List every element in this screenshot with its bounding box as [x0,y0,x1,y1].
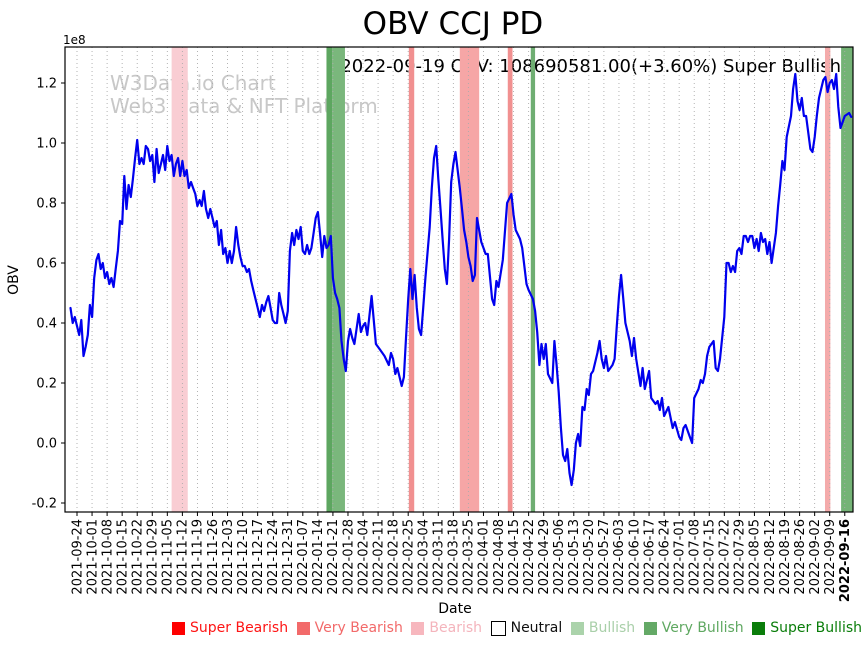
x-tick-label: 2022-05-06 [552,519,567,595]
legend-item-neutral: Neutral [490,620,563,636]
x-tick-label: 2022-05-20 [582,519,597,595]
signal-band-very-bearish [459,47,480,512]
x-tick-label: 2022-03-04 [417,519,432,595]
legend-label: Super Bearish [190,620,289,636]
signal-band-bearish [171,47,188,512]
x-tick-label: 2022-06-03 [612,519,627,595]
legend-item-bearish: Bearish [411,620,482,636]
y-tick-label: 1.0 [36,136,57,151]
legend-swatch-icon [643,621,657,635]
y-tick-label: 1.2 [36,76,57,91]
x-tick-label: 2022-08-12 [763,519,778,595]
y-tick-label: 0.4 [36,316,57,331]
x-tick-label: 2022-09-02 [808,519,823,595]
y-tick-label: 0.8 [36,196,57,211]
x-tick-label: 2021-10-22 [131,519,146,595]
x-tick-label: 2022-01-14 [311,519,326,595]
x-tick-label: 2022-05-27 [597,519,612,595]
legend-label: Very Bullish [661,620,744,636]
legend-label: Bearish [429,620,483,636]
y-axis-offset-text: 1e8 [63,33,86,47]
x-tick-label: 2022-06-24 [657,519,672,595]
x-tick-label: 2021-12-17 [251,519,266,595]
x-tick-label: 2021-10-29 [146,519,161,595]
signal-band-very-bullish [326,47,333,512]
x-tick-label: 2021-12-03 [221,519,236,595]
x-tick-label: 2022-02-04 [356,519,371,595]
x-tick-label: 2022-05-13 [567,519,582,595]
legend-swatch-icon [411,621,425,635]
x-tick-label: 2022-09-16 [838,519,853,602]
x-tick-label: 2022-07-01 [672,519,687,595]
legend-label: Neutral [510,620,563,636]
legend-item-super-bearish: Super Bearish [172,620,288,636]
x-tick-label: 2022-07-15 [703,519,718,595]
x-tick-label: 2022-08-26 [793,519,808,595]
x-tick-label: 2022-03-25 [462,519,477,595]
x-tick-label: 2022-01-07 [296,519,311,595]
y-tick-label: 0.0 [36,436,57,451]
x-tick-label: 2022-02-25 [401,519,416,595]
x-tick-label: 2022-01-21 [326,519,341,595]
x-tick-label: 2022-06-17 [642,519,657,595]
x-tick-label: 2021-10-01 [85,519,100,595]
signal-band-very-bullish [530,47,536,512]
x-tick-label: 2022-04-01 [477,519,492,595]
obv-line [69,72,853,487]
legend-swatch-icon [296,621,310,635]
x-tick-label: 2022-02-18 [386,519,401,595]
x-tick-label: 2021-10-08 [100,519,115,595]
axes-frame [64,46,854,513]
x-tick-label: 2021-11-12 [176,519,191,595]
y-tick-label: 0.2 [36,376,57,391]
x-tick-label: 2022-06-10 [627,519,642,595]
x-tick-label: 2022-03-18 [447,519,462,595]
legend-swatch-icon [570,621,584,635]
legend-item-bullish: Bullish [570,620,636,636]
x-tick-label: 2022-02-11 [371,519,386,595]
signal-band-very-bearish [507,47,513,512]
watermark-line-1: W3Data.io Chart [110,71,276,95]
x-tick-label: 2021-11-19 [191,519,206,595]
x-tick-label: 2021-10-15 [115,519,130,595]
legend-item-super-bullish: Super Bullish [752,620,862,636]
legend-swatch-icon [752,621,766,635]
x-tick-label: 2021-12-31 [281,519,296,595]
x-tick-label: 2022-01-28 [341,519,356,595]
plot-inner [69,47,853,512]
x-tick-label: 2022-03-11 [432,519,447,595]
x-tick-label: 2021-11-05 [161,519,176,595]
x-tick-label: 2021-09-24 [70,519,85,595]
x-tick-label: 2021-11-26 [206,519,221,595]
legend-item-very-bearish: Very Bearish [296,620,403,636]
x-tick-label: 2022-07-08 [688,519,703,595]
y-tick-label: 0.6 [36,256,57,271]
x-tick-label: 2021-12-24 [266,519,281,595]
x-axis-label: Date [438,601,472,617]
x-tick-label: 2022-07-22 [718,519,733,595]
legend-label: Bullish [588,620,636,636]
chart-title: OBV CCJ PD [362,6,544,42]
legend: Super Bearish Very Bearish Bearish Neutral B… [172,620,862,636]
x-tick-label: 2022-08-05 [748,519,763,595]
legend-swatch-icon [490,620,506,636]
x-tick-label: 2022-07-29 [733,519,748,595]
x-tick-label: 2021-12-10 [236,519,251,595]
legend-swatch-icon [172,621,185,635]
legend-label: Super Bullish [770,620,862,636]
x-tick-label: 2022-08-19 [778,519,793,595]
legend-item-very-bullish: Very Bullish [643,620,744,636]
x-tick-label: 2022-04-08 [492,519,507,595]
signal-band-very-bullish [332,47,345,512]
signal-band-very-bullish [841,47,853,512]
signal-band-bearish [824,47,831,512]
x-tick-label: 2022-04-29 [537,519,552,595]
x-tick-label: 2022-04-22 [522,519,537,595]
x-tick-label: 2022-09-09 [823,519,838,595]
x-tick-label: 2022-04-15 [507,519,522,595]
legend-label: Very Bearish [314,620,403,636]
y-tick-label: -0.2 [32,496,57,511]
